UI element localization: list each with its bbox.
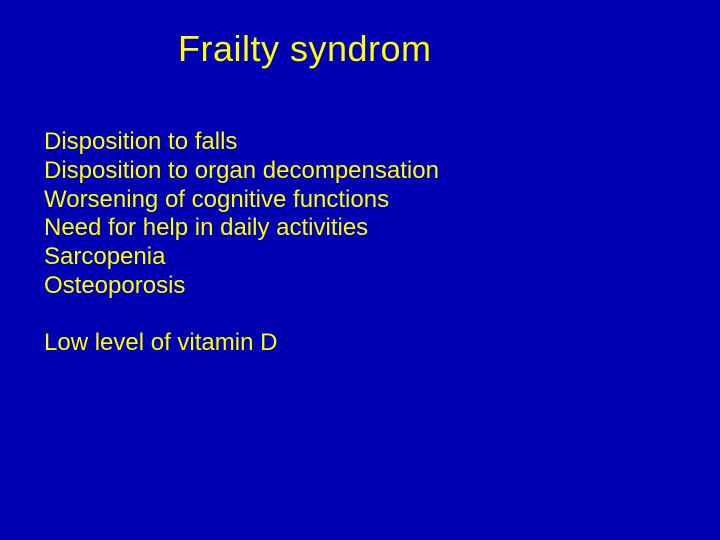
slide: Frailty syndrom Disposition to falls Dis… [0, 0, 720, 540]
body-line: Worsening of cognitive functions [44, 186, 439, 215]
body-footer-line: Low level of vitamin D [44, 329, 439, 358]
body-line: Disposition to organ decompensation [44, 157, 439, 186]
body-line: Sarcopenia [44, 243, 439, 272]
slide-title: Frailty syndrom [178, 28, 432, 70]
body-line: Disposition to falls [44, 128, 439, 157]
body-line: Need for help in daily activities [44, 214, 439, 243]
spacer [44, 301, 439, 329]
body-line: Osteoporosis [44, 272, 439, 301]
slide-body: Disposition to falls Disposition to orga… [44, 128, 439, 358]
